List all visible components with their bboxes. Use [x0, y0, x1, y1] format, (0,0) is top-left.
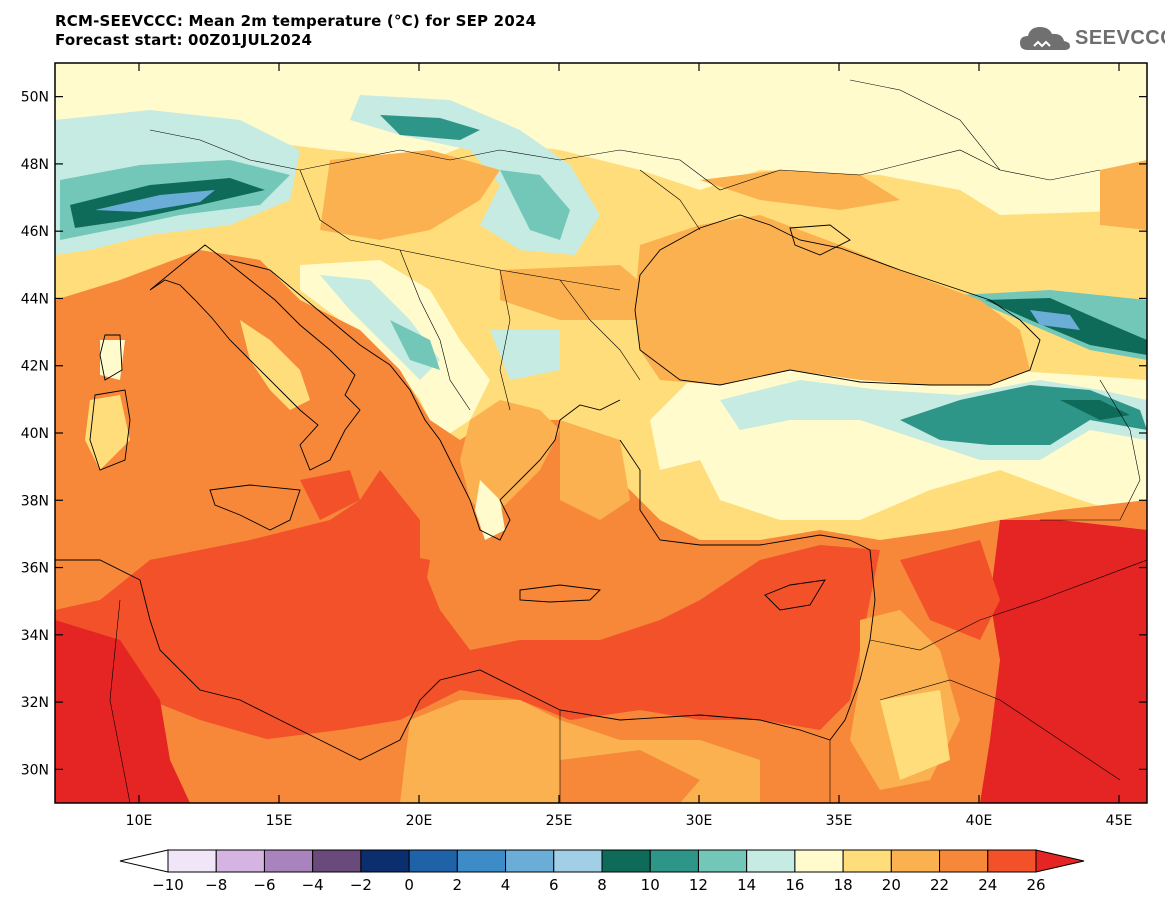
lat-tick-label: 32N — [21, 695, 49, 711]
colorbar-bin — [167, 849, 217, 873]
lat-tick-label: 38N — [21, 493, 49, 509]
colorbar-over-arrow — [1035, 849, 1085, 873]
lon-tick-label: 40E — [966, 813, 993, 829]
colorbar-bin — [312, 849, 362, 873]
lon-tick-label: 15E — [266, 813, 293, 829]
latitude-axis: 30N 32N 34N 36N 38N 40N 42N 44N 46N 48N 50N — [21, 90, 1147, 778]
colorbar: −10 −8 −6 −4 −2 0 2 4 6 8 10 12 14 16 18 20 22 24 26 — [119, 849, 1085, 894]
colorbar-bin — [408, 849, 458, 873]
colorbar-label: 4 — [501, 876, 511, 894]
map-title: RCM-SEEVCCC: Mean 2m temperature (°C) fo… — [55, 12, 536, 50]
coastlines-and-borders — [55, 79, 1147, 803]
colorbar-label: 6 — [549, 876, 559, 894]
lat-tick-label: 40N — [21, 426, 49, 442]
cloud-icon — [1020, 27, 1070, 50]
colorbar-label: 16 — [785, 876, 804, 894]
colorbar-bin — [360, 849, 410, 873]
lon-tick-label: 30E — [686, 813, 713, 829]
colorbar-label: 26 — [1026, 876, 1045, 894]
colorbar-label: −10 — [152, 876, 184, 894]
lon-tick-label: 10E — [126, 813, 153, 829]
lat-tick-label: 50N — [21, 90, 49, 106]
colorbar-bin — [215, 849, 265, 873]
colorbar-bin — [890, 849, 941, 873]
colorbar-label: 20 — [882, 876, 901, 894]
colorbar-label: 24 — [978, 876, 997, 894]
colorbar-label: −2 — [350, 876, 372, 894]
title-line-2: Forecast start: 00Z01JUL2024 — [55, 31, 313, 49]
lon-tick-label: 25E — [546, 813, 573, 829]
lon-tick-label: 35E — [826, 813, 853, 829]
colorbar-bin — [505, 849, 555, 873]
colorbar-bin — [263, 849, 314, 873]
colorbar-label: 2 — [453, 876, 463, 894]
colorbar-bin — [842, 849, 892, 873]
lon-tick-label: 45E — [1106, 813, 1133, 829]
colorbar-under-arrow — [119, 849, 169, 873]
colorbar-bin — [939, 849, 989, 873]
colorbar-bin — [601, 849, 651, 873]
lat-tick-label: 34N — [21, 628, 49, 644]
colorbar-bin — [794, 849, 844, 873]
colorbar-label: 22 — [930, 876, 949, 894]
lon-tick-label: 20E — [406, 813, 433, 829]
colorbar-bin — [746, 849, 796, 873]
temperature-field — [55, 63, 1147, 803]
lat-tick-label: 46N — [21, 224, 49, 240]
lat-tick-label: 42N — [21, 359, 49, 375]
colorbar-label: 8 — [597, 876, 607, 894]
colorbar-label: −4 — [302, 876, 324, 894]
colorbar-label: 12 — [689, 876, 708, 894]
colorbar-bin — [697, 849, 748, 873]
colorbar-bin — [987, 849, 1037, 873]
lat-tick-label: 30N — [21, 762, 49, 778]
colorbar-bin — [456, 849, 507, 873]
colorbar-bin — [649, 849, 699, 873]
logo-text: SEEVCCC — [1075, 27, 1165, 49]
longitude-axis: 10E 15E 20E 25E 30E 35E 40E 45E — [126, 63, 1133, 829]
colorbar-label: 18 — [834, 876, 853, 894]
colorbar-label: 0 — [404, 876, 414, 894]
colorbar-label: −6 — [253, 876, 275, 894]
colorbar-label: −8 — [205, 876, 227, 894]
colorbar-bin — [553, 849, 603, 873]
lat-tick-label: 48N — [21, 157, 49, 173]
colorbar-label: 14 — [737, 876, 756, 894]
lat-tick-label: 36N — [21, 561, 49, 577]
lat-tick-label: 44N — [21, 291, 49, 307]
title-line-1: RCM-SEEVCCC: Mean 2m temperature (°C) fo… — [55, 12, 537, 30]
seevccc-logo: SEEVCCC — [1018, 22, 1165, 56]
colorbar-label: 10 — [641, 876, 660, 894]
